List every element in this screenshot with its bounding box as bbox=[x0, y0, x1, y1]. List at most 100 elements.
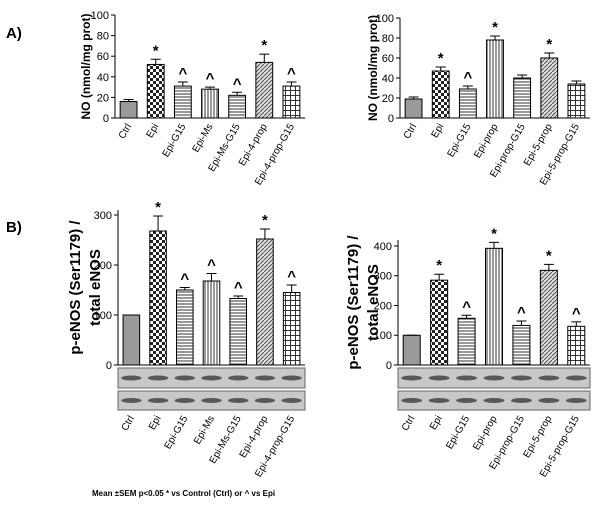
bar bbox=[486, 39, 504, 119]
x-tick-label: Epi-prop bbox=[471, 414, 500, 453]
bar bbox=[201, 88, 219, 119]
error-bar bbox=[177, 81, 188, 87]
significance-mark: * bbox=[155, 199, 161, 216]
error-bar bbox=[489, 241, 499, 249]
error-bar bbox=[571, 321, 582, 327]
significance-mark: ^ bbox=[234, 279, 243, 296]
y-tick-label: 0 bbox=[103, 113, 109, 125]
x-tick-label: Ctrl bbox=[120, 414, 137, 433]
y-tick-label: 80 bbox=[97, 31, 109, 43]
bar bbox=[256, 238, 274, 366]
blot-band bbox=[401, 398, 423, 403]
y-axis-label: total eNOS bbox=[365, 264, 382, 341]
x-tick-label: Epi-G15 bbox=[446, 122, 474, 160]
blot-band bbox=[281, 398, 302, 403]
blot-band bbox=[174, 375, 195, 381]
bar bbox=[282, 292, 301, 366]
error-bar bbox=[205, 86, 215, 90]
significance-mark: ^ bbox=[462, 298, 471, 315]
y-tick-label: 0 bbox=[388, 113, 394, 125]
bar bbox=[539, 269, 558, 366]
significance-mark: * bbox=[261, 37, 267, 54]
y-tick-label: 20 bbox=[97, 92, 109, 104]
error-bar bbox=[206, 273, 217, 281]
blot-band bbox=[428, 398, 450, 403]
y-tick-label: 300 bbox=[94, 210, 112, 222]
x-tick-label: Epi bbox=[147, 414, 164, 432]
x-tick-label: Epi-prop bbox=[472, 122, 501, 161]
blot-band bbox=[201, 375, 222, 381]
blot-band bbox=[511, 398, 532, 403]
blot-band bbox=[121, 375, 142, 381]
y-tick-label: 400 bbox=[374, 241, 392, 253]
bar bbox=[202, 280, 221, 366]
error-bar bbox=[461, 314, 472, 319]
error-bar bbox=[434, 273, 445, 281]
blot-band bbox=[228, 375, 249, 381]
y-tick-label: 200 bbox=[374, 300, 392, 312]
bar bbox=[228, 94, 247, 119]
blot-band bbox=[483, 398, 505, 403]
significance-mark: * bbox=[438, 50, 444, 67]
significance-mark: * bbox=[546, 36, 552, 53]
y-tick-label: 200 bbox=[94, 260, 112, 272]
y-tick-label: 40 bbox=[97, 72, 109, 84]
x-tick-label: Epi bbox=[428, 414, 445, 432]
y-axis-label: p-eNOS (Ser1179) / bbox=[345, 235, 362, 370]
blot-band bbox=[147, 398, 169, 403]
blot-band bbox=[201, 398, 222, 403]
blot-band bbox=[456, 375, 477, 381]
significance-mark: ^ bbox=[517, 304, 526, 321]
blot-band bbox=[565, 398, 587, 403]
significance-mark: * bbox=[436, 257, 442, 274]
error-bar bbox=[259, 53, 270, 63]
error-bar bbox=[123, 98, 134, 102]
bar bbox=[431, 70, 450, 119]
bar bbox=[149, 230, 167, 366]
bar bbox=[146, 63, 165, 119]
x-tick-label: Epi-G15 bbox=[161, 122, 189, 160]
bar bbox=[513, 77, 532, 119]
bar bbox=[540, 57, 559, 119]
bar bbox=[282, 85, 301, 119]
bar bbox=[173, 85, 192, 119]
significance-mark: ^ bbox=[572, 305, 581, 322]
y-axis-label: p-eNOS (Ser1179) / bbox=[67, 220, 84, 355]
significance-mark: ^ bbox=[463, 69, 472, 86]
x-tick-label: Ctrl bbox=[400, 414, 417, 433]
y-tick-label: 300 bbox=[374, 271, 392, 283]
significance-mark: ^ bbox=[233, 75, 242, 92]
x-tick-label: Epi bbox=[430, 122, 447, 140]
error-bar bbox=[286, 284, 297, 293]
y-tick-label: 100 bbox=[374, 330, 392, 342]
blot-band bbox=[538, 398, 560, 403]
error-bar bbox=[233, 295, 244, 299]
bar bbox=[404, 98, 423, 119]
x-tick-label: Epi bbox=[145, 122, 162, 140]
bar bbox=[484, 247, 504, 366]
blot-band bbox=[428, 375, 450, 381]
blot-band bbox=[174, 398, 195, 403]
x-tick-label: Epi-G15 bbox=[444, 414, 472, 452]
x-tick-label: Epi-Ms bbox=[191, 122, 216, 154]
x-tick-label: Ctrl bbox=[117, 122, 134, 141]
error-bar bbox=[543, 263, 554, 271]
blot-band bbox=[511, 375, 532, 381]
blot-band bbox=[401, 375, 423, 381]
blot-band bbox=[121, 398, 142, 403]
bar bbox=[255, 61, 274, 119]
error-bar bbox=[435, 66, 446, 71]
blot-band bbox=[483, 375, 505, 381]
x-tick-label: Epi-G15 bbox=[163, 414, 191, 452]
bar bbox=[176, 289, 194, 366]
significance-mark: * bbox=[262, 212, 268, 229]
y-tick-label: 20 bbox=[382, 93, 394, 105]
error-bar bbox=[462, 85, 473, 89]
y-tick-label: 100 bbox=[91, 10, 109, 22]
y-tick-label: 100 bbox=[376, 13, 394, 25]
error-bar bbox=[571, 80, 582, 84]
panel-label: A) bbox=[6, 25, 22, 42]
y-tick-label: 0 bbox=[106, 360, 112, 372]
blot-band bbox=[147, 375, 169, 381]
